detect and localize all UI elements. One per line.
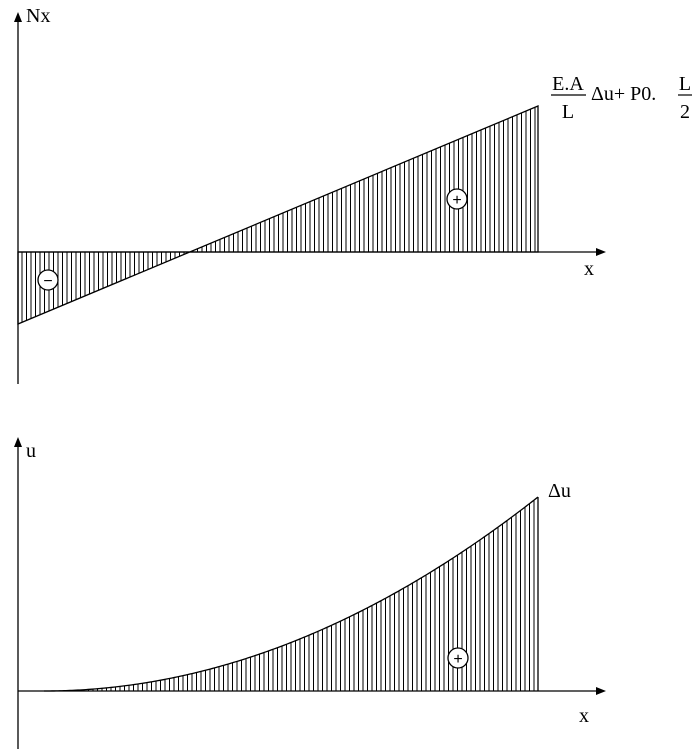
svg-text:−: −: [43, 273, 52, 290]
displacement-plot: u x Δu +: [14, 437, 606, 749]
nx-end-value-label: E.A L Δu+ P0. L 2: [551, 73, 692, 123]
u-x-axis-label: x: [579, 705, 589, 727]
svg-text:+: +: [453, 651, 462, 668]
nx-region-outline: [17, 105, 539, 325]
nx-x-axis-arrowhead: [596, 248, 606, 256]
u-axis-label: u: [26, 440, 36, 462]
u-curve: [44, 496, 539, 692]
nx-hatch: [21, 107, 536, 323]
delta-u-plus-p0: Δu+ P0.: [591, 83, 656, 105]
u-end-value-label: Δu: [548, 480, 571, 502]
fraction-ea-denominator: L: [562, 101, 574, 123]
u-y-axis-arrowhead: [14, 437, 22, 447]
fraction-ea-numerator: E.A: [552, 73, 584, 95]
nx-x-axis-label: x: [584, 258, 594, 280]
nx-y-axis-arrowhead: [14, 12, 22, 22]
nx-axis-label: Nx: [26, 5, 50, 27]
axial-force-plot: Nx x − + E.A L Δu+ P0. L 2: [14, 5, 692, 384]
svg-text:+: +: [452, 192, 461, 209]
negative-sign-marker: −: [37, 269, 59, 291]
u-x-axis-arrowhead: [596, 687, 606, 695]
u-positive-sign-marker: +: [447, 647, 469, 669]
fraction-l2-denominator: 2: [680, 101, 690, 123]
positive-sign-marker: +: [446, 188, 468, 210]
fraction-l2-numerator: L: [679, 73, 691, 95]
